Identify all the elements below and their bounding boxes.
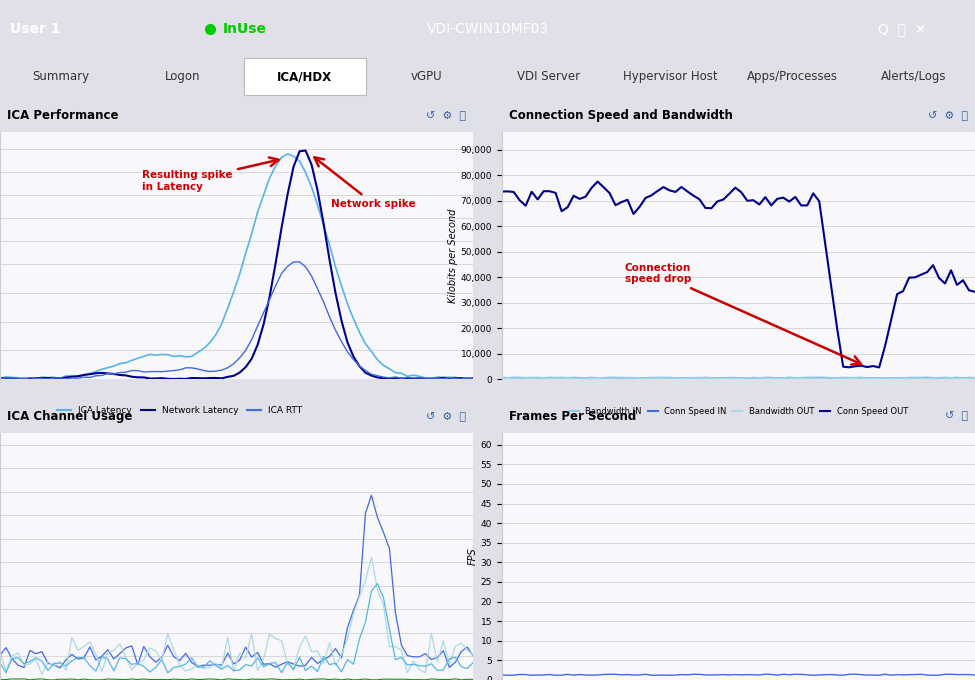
Text: ICA Channel Usage: ICA Channel Usage [7,410,133,423]
Text: Logon: Logon [165,70,201,83]
Bar [244,58,366,95]
Legend: Bandwidth IN, Conn Speed IN, Bandwidth OUT, Conn Speed OUT: Bandwidth IN, Conn Speed IN, Bandwidth O… [566,404,912,420]
Text: ICA Performance: ICA Performance [7,109,119,122]
Text: Resulting spike
in Latency: Resulting spike in Latency [142,158,279,192]
Y-axis label: Kilobits per Second: Kilobits per Second [448,208,457,303]
Text: Alerts/Logs: Alerts/Logs [881,70,947,83]
Text: Connection
speed drop: Connection speed drop [625,262,861,364]
Text: User 1: User 1 [10,22,60,36]
Text: VDI Server: VDI Server [517,70,580,83]
Text: ↺  ⤢: ↺ ⤢ [945,411,968,422]
Text: ↺  ⚙  ⤢: ↺ ⚙ ⤢ [426,411,466,422]
Text: VDI-CWIN10MF03: VDI-CWIN10MF03 [426,22,549,36]
Text: ↺  ⚙  ⤢: ↺ ⚙ ⤢ [928,110,968,120]
Text: Connection Speed and Bandwidth: Connection Speed and Bandwidth [509,109,732,122]
Legend: ICA Latency, Network Latency, ICA RTT: ICA Latency, Network Latency, ICA RTT [54,403,306,419]
Text: Network spike: Network spike [314,157,416,209]
Text: Q  ⎙  ✕: Q ⎙ ✕ [878,22,926,36]
Text: Hypervisor Host: Hypervisor Host [623,70,718,83]
Text: Frames Per Second: Frames Per Second [509,410,636,423]
Text: ↺  ⚙  ⤢: ↺ ⚙ ⤢ [426,110,466,120]
Text: InUse: InUse [222,22,266,36]
Y-axis label: FPS: FPS [468,547,478,565]
Text: vGPU: vGPU [410,70,443,83]
Text: Summary: Summary [32,70,90,83]
Text: ICA/HDX: ICA/HDX [277,70,332,83]
Text: Apps/Processes: Apps/Processes [747,70,838,83]
